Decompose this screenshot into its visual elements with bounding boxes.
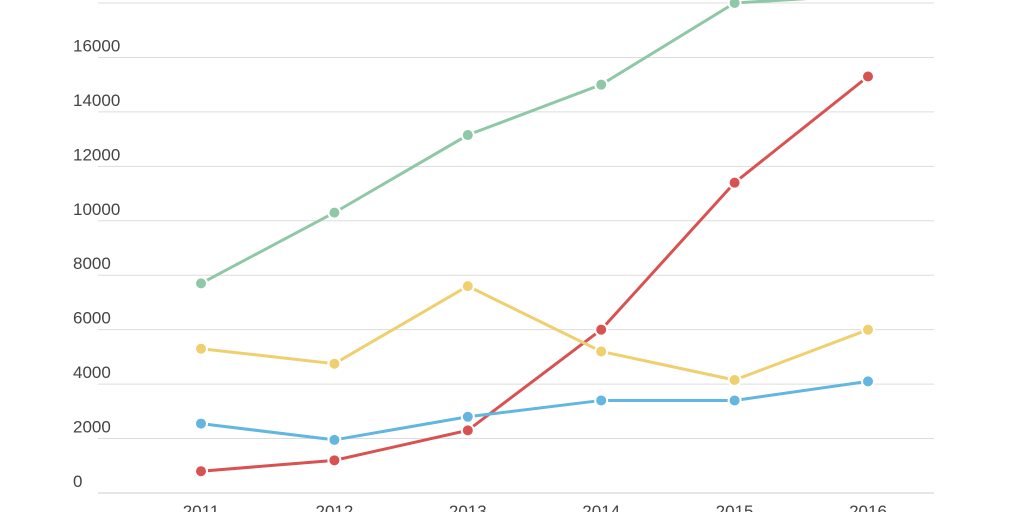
data-point: [727, 393, 742, 408]
data-point: [861, 69, 875, 84]
data-point: [727, 373, 742, 388]
data-point: [460, 128, 475, 143]
data-point: [460, 279, 475, 294]
data-point: [327, 432, 342, 447]
x-tick-label: 2014: [582, 502, 620, 512]
data-point: [861, 322, 875, 337]
y-tick-label: 6000: [73, 309, 111, 328]
x-tick-label: 2016: [849, 502, 887, 512]
y-tick-label: 2000: [73, 418, 111, 437]
data-point: [327, 356, 342, 371]
data-point: [194, 416, 208, 431]
x-tick-label: 2012: [315, 502, 353, 512]
data-point: [861, 374, 875, 389]
x-tick-label: 2011: [183, 502, 220, 512]
data-point: [327, 453, 342, 468]
series-line: [200, 0, 809, 285]
data-point: [460, 423, 475, 438]
data-point: [327, 205, 342, 220]
y-tick-label: 0: [73, 472, 82, 491]
data-point: [460, 409, 475, 424]
data-point: [863, 0, 873, 2]
data-point: [594, 77, 609, 92]
data-point: [727, 175, 742, 190]
data-point: [594, 322, 609, 337]
data-point: [194, 464, 208, 479]
y-tick-label: 10000: [73, 200, 120, 219]
y-tick-label: 4000: [73, 363, 111, 382]
data-point: [194, 276, 208, 291]
y-tick-label: 16000: [73, 36, 120, 55]
series-line: [200, 75, 869, 473]
data-point: [194, 341, 208, 356]
y-tick-label: 8000: [73, 254, 111, 273]
y-tick-label: 14000: [73, 91, 120, 110]
x-tick-label: 2013: [449, 502, 487, 512]
data-point: [594, 393, 609, 408]
data-point: [727, 0, 742, 10]
y-tick-label: 12000: [73, 145, 120, 164]
series-line: [200, 379, 869, 442]
series-line: [200, 284, 869, 382]
data-point: [594, 344, 609, 359]
x-tick-label: 2015: [716, 502, 754, 512]
